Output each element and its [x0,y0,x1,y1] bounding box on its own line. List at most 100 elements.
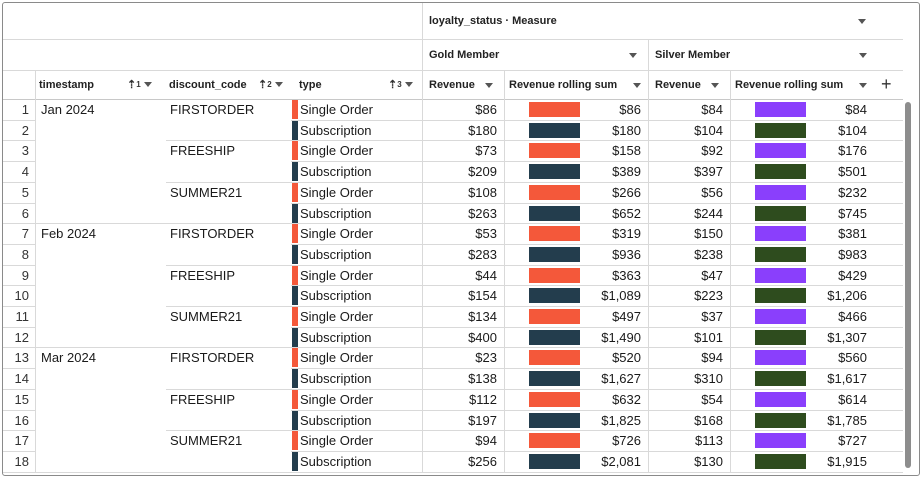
vertical-scrollbar-thumb[interactable] [905,102,911,468]
group-silver-menu-icon[interactable] [859,51,867,59]
sort-badge-3: 3 [397,80,402,89]
cell-gold-revenue: $112 [469,391,497,407]
cell-gold-rolling: $319 [612,226,641,242]
plus-icon: + [881,74,892,94]
silver-rolling-bar [755,267,806,283]
column-header-gold-revenue[interactable]: Revenue [429,70,475,99]
row-divider [166,306,903,307]
row-number: 14 [14,371,29,387]
row-number: 18 [14,453,29,469]
cell-silver-revenue: $113 [695,433,723,449]
table-row[interactable]: 15 FREESHIP Single Order $112 $632 $54 $614 [3,389,903,410]
row-divider [3,347,903,348]
silver-revenue-menu-icon[interactable] [711,81,719,89]
table-row[interactable]: 1 Jan 2024 FIRSTORDER Single Order $86 $86 $84… [3,99,903,120]
row-number: 16 [14,412,29,428]
cell-silver-revenue: $150 [694,226,723,242]
row-number: 15 [14,391,29,407]
table-row[interactable]: 14 Subscription $138 $1,627 $310 $1,617 [3,368,903,389]
cell-gold-revenue: $209 [468,164,497,180]
table-row[interactable]: 10 Subscription $154 $1,089 $223 $1,206 [3,285,903,306]
cell-discount-code: FIRSTORDER [170,350,255,366]
type-color-swatch [292,224,298,244]
header-divider [3,70,903,71]
table-row[interactable]: 3 FREESHIP Single Order $73 $158 $92 $176 [3,140,903,161]
group-header-silver[interactable]: Silver Member [655,39,730,70]
gold-rolling-bar [529,412,580,428]
gold-revenue-menu-icon[interactable] [485,81,493,89]
table-row[interactable]: 12 Subscription $400 $1,490 $101 $1,307 [3,327,903,348]
column-header-silver-revenue[interactable]: Revenue [655,70,701,99]
chevron-down-icon [143,82,152,87]
cell-silver-rolling: $983 [838,246,867,262]
table-row[interactable]: 8 Subscription $283 $936 $238 $983 [3,244,903,265]
silver-rolling-menu-icon[interactable] [859,81,867,89]
sort-icon-timestamp[interactable]: ⇡ 1 [127,70,152,99]
cell-silver-revenue: $94 [701,350,723,366]
cell-silver-rolling: $1,617 [827,371,867,387]
table-row[interactable]: 2 Subscription $180 $180 $104 $104 [3,120,903,141]
table-row[interactable]: 4 Subscription $209 $389 $397 $501 [3,161,903,182]
column-header-discount-code[interactable]: discount_code [169,70,247,99]
cell-gold-rolling: $1,089 [601,288,641,304]
cell-type: Single Order [300,226,373,242]
cell-discount-code: FIRSTORDER [170,226,255,242]
group-header-gold[interactable]: Gold Member [429,39,499,70]
table-row[interactable]: 7 Feb 2024 FIRSTORDER Single Order $53 $319 $1… [3,223,903,244]
cell-gold-rolling: $2,081 [601,453,641,469]
silver-rolling-bar [755,433,806,449]
table-row[interactable]: 5 SUMMER21 Single Order $108 $266 $56 $232 [3,182,903,203]
cell-type: Subscription [300,371,372,387]
group-gold-menu-icon[interactable] [629,51,637,59]
column-header-silver-rolling[interactable]: Revenue rolling sum [735,70,843,99]
group-header-gold-label: Gold Member [429,48,500,61]
cell-gold-revenue: $138 [468,371,497,387]
cell-gold-revenue: $283 [468,246,497,262]
silver-rolling-bar [755,246,806,262]
gold-rolling-bar [529,391,580,407]
row-number: 11 [15,309,30,324]
cell-silver-revenue: $101 [694,329,723,345]
type-color-swatch [292,451,298,471]
cell-silver-rolling: $176 [838,143,867,159]
table-row[interactable]: 9 FREESHIP Single Order $44 $363 $47 $429 [3,265,903,286]
cell-silver-revenue: $47 [701,267,723,283]
pivot-header-title[interactable]: loyalty_status · Measure [429,3,557,39]
column-header-gold-rolling[interactable]: Revenue rolling sum [509,70,617,99]
column-header-discount-code-label: discount_code [169,78,247,91]
cell-silver-rolling: $560 [838,350,867,366]
table-row[interactable]: 18 Subscription $256 $2,081 $130 $1,915 [3,451,903,472]
silver-rolling-bar [755,391,806,407]
table-row[interactable]: 17 SUMMER21 Single Order $94 $726 $113 $727 [3,430,903,451]
cell-type: Single Order [300,143,373,159]
silver-rolling-bar [755,164,806,180]
row-number: 1 [21,102,29,117]
table-row[interactable]: 16 Subscription $197 $1,825 $168 $1,785 [3,410,903,431]
column-header-timestamp[interactable]: timestamp [39,70,94,99]
silver-rolling-bar [755,350,806,366]
cell-silver-revenue: $244 [694,205,723,221]
sort-icon-discount-code[interactable]: ⇡ 2 [258,70,283,99]
gold-rolling-bar [529,143,580,159]
row-divider [3,161,35,162]
sort-icon-type[interactable]: ⇡ 3 [388,70,413,99]
row-divider [166,140,903,141]
cell-timestamp: Feb 2024 [41,226,96,242]
gold-rolling-bar [529,246,580,262]
row-divider [291,410,903,411]
gold-rolling-bar [529,329,580,345]
column-header-type[interactable]: type [299,70,322,99]
cell-silver-revenue: $84 [701,102,723,117]
row-divider [291,368,903,369]
table-row[interactable]: 6 Subscription $263 $652 $244 $745 [3,203,903,224]
row-divider [291,203,903,204]
add-column-button[interactable]: + [881,70,892,99]
gold-rolling-bar [529,205,580,221]
cell-silver-rolling: $727 [838,433,867,449]
pivot-header-menu-icon[interactable] [858,17,866,25]
cell-gold-revenue: $23 [475,350,497,366]
column-header-gold-revenue-label: Revenue [429,78,475,91]
gold-rolling-menu-icon[interactable] [633,81,641,89]
table-row[interactable]: 13 Mar 2024 FIRSTORDER Single Order $23 $520 $… [3,347,903,368]
table-row[interactable]: 11 SUMMER21 Single Order $134 $497 $37 $466 [3,306,903,327]
